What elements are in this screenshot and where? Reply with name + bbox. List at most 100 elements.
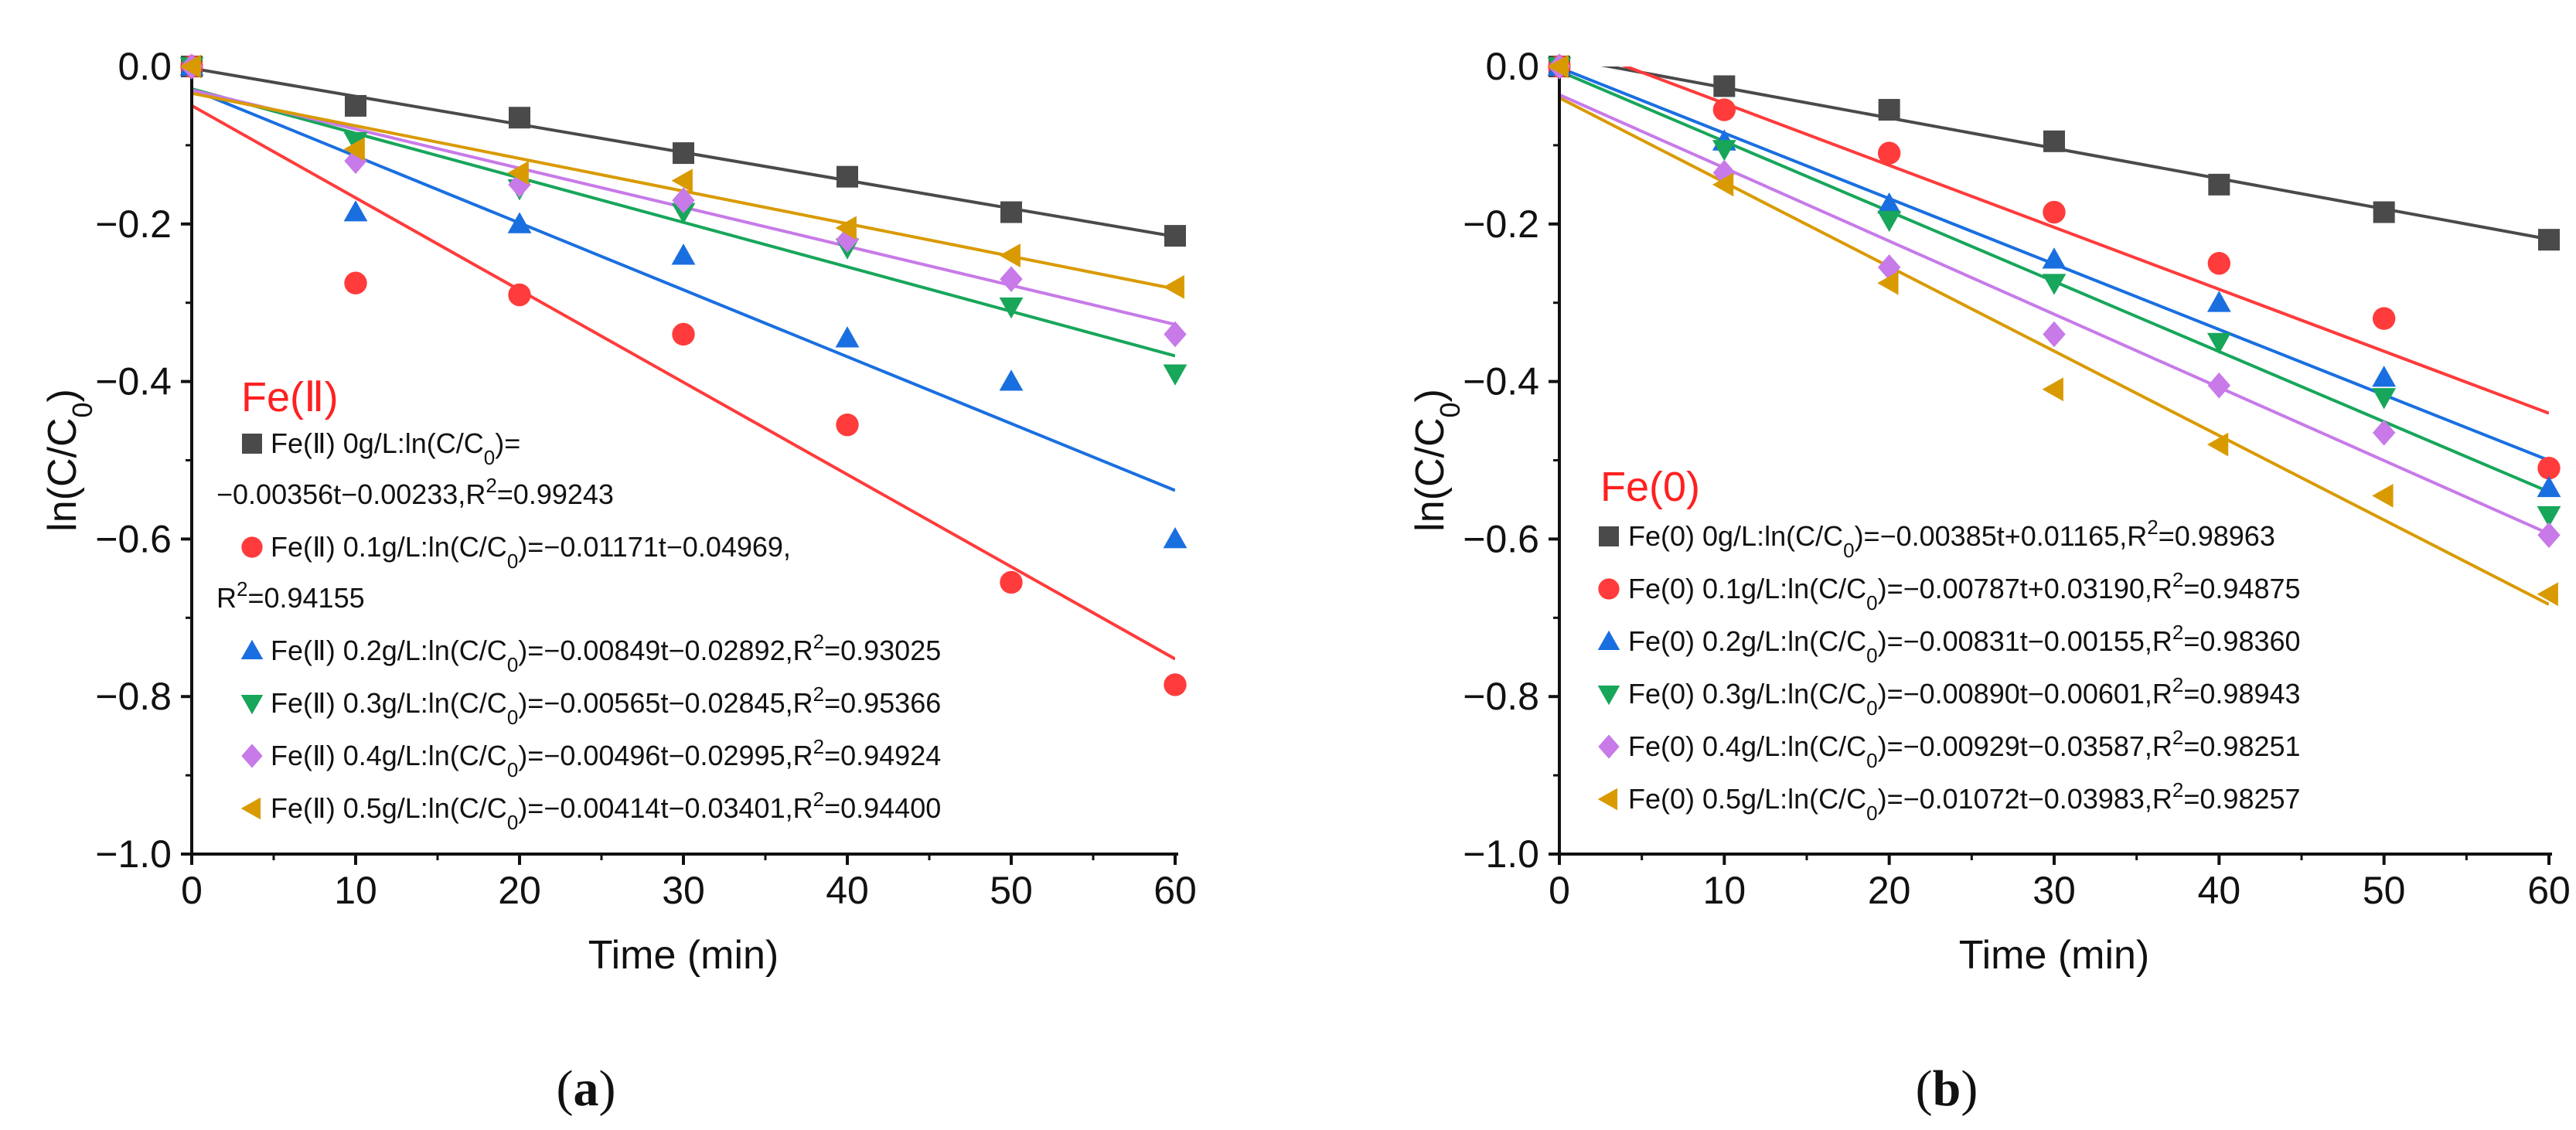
data-point	[1163, 274, 1184, 299]
y-axis-title: ln(C/C0)	[1408, 389, 1466, 532]
legend-entry-text: Fe(Ⅱ) 0.3g/L:ln(C/C0)=−0.00565t−0.02845,…	[271, 682, 941, 729]
data-point	[671, 203, 696, 224]
x-tick-label: 50	[2363, 869, 2406, 912]
series-markers-4	[180, 53, 1187, 348]
legend-entry-text: Fe(0) 0.1g/L:ln(C/C0)=−0.00787t+0.03190,…	[1628, 568, 2301, 614]
x-tick-label: 0	[1549, 869, 1570, 912]
y-tick-label: −1.0	[1463, 832, 1539, 876]
x-tick-label: 10	[334, 869, 377, 912]
data-point	[1547, 54, 1569, 79]
data-point	[1877, 271, 1899, 295]
legend-entry-text: Fe(0) 0.2g/L:ln(C/C0)=−0.00831t−0.00155,…	[1628, 621, 2301, 667]
legend-entry-text: Fe(0) 0.4g/L:ln(C/C0)=−0.00929t−0.03587,…	[1628, 726, 2301, 772]
data-point	[1877, 141, 1901, 165]
y-tick-label: 0.0	[1485, 45, 1539, 88]
x-tick-label: 20	[1868, 869, 1911, 912]
data-point	[507, 212, 532, 233]
data-point	[835, 326, 860, 348]
data-point	[343, 200, 368, 222]
legend-entry-text: Fe(Ⅱ) 0.5g/L:ln(C/C0)=−0.00414t−0.03401,…	[271, 788, 941, 834]
data-point	[2538, 229, 2560, 251]
fit-line-1	[1621, 66, 2549, 415]
data-point	[2043, 321, 2066, 348]
series-markers-5	[179, 54, 1184, 299]
data-point	[345, 94, 366, 117]
legend-symbol	[1599, 526, 1619, 546]
legend-symbol	[240, 797, 261, 820]
legend-entry-text: Fe(0) 0.5g/L:ln(C/C0)=−0.01072t−0.03983,…	[1628, 778, 2301, 825]
y-tick-label: −0.4	[1463, 360, 1539, 403]
x-axis-title: Time (min)	[1959, 933, 2150, 978]
x-tick-label: 40	[826, 869, 869, 912]
data-point	[999, 369, 1024, 391]
panel-caption-a: (a)	[557, 1060, 616, 1117]
y-tick-label: −0.2	[1463, 203, 1539, 246]
data-point	[509, 107, 530, 129]
x-tick-label: 40	[2198, 869, 2241, 912]
data-point	[2537, 456, 2561, 480]
legend-entry-text: Fe(Ⅱ) 0.4g/L:ln(C/C0)=−0.00496t−0.02995,…	[271, 735, 941, 781]
data-point	[2206, 291, 2231, 312]
x-tick-label: 10	[1703, 869, 1746, 912]
data-point	[1878, 99, 1900, 121]
legend-entry-text: Fe(0) 0.3g/L:ln(C/C0)=−0.00890t−0.00601,…	[1628, 673, 2301, 720]
x-tick-label: 0	[181, 869, 203, 912]
legend-symbol	[1598, 578, 1620, 600]
data-point	[672, 187, 695, 214]
data-point	[2206, 432, 2229, 457]
data-point	[1000, 266, 1023, 292]
x-tick-label: 20	[498, 869, 541, 912]
data-point	[2537, 582, 2558, 607]
legend-symbol	[1597, 685, 1620, 706]
data-point	[1164, 673, 1187, 696]
data-point	[2373, 201, 2395, 223]
data-point	[507, 161, 529, 185]
data-point	[672, 322, 695, 346]
chart-panel-b: 0 10 20 30 40 50 60 0.0 −0.2 −0.4 −0.6 −0.8 −1.0 Time…	[1408, 45, 2571, 978]
y-tick-label: −0.6	[1463, 517, 1539, 560]
data-point	[179, 54, 201, 79]
data-point	[344, 271, 367, 294]
data-point	[1164, 225, 1186, 247]
legend-symbol	[240, 694, 264, 715]
series-markers-5	[1547, 54, 2558, 607]
legend-entry-text: Fe(Ⅱ) 0.1g/L:ln(C/C0)=−0.01171t−0.04969,	[271, 531, 791, 573]
y-tick-label: −1.0	[95, 832, 172, 876]
data-point	[1712, 98, 1736, 121]
legend-entry-text: Fe(Ⅱ) 0g/L:ln(C/C0)=	[271, 427, 520, 469]
data-point	[671, 243, 696, 265]
data-point	[2042, 274, 2067, 295]
data-point	[2206, 332, 2231, 355]
data-point	[2043, 200, 2066, 224]
data-point	[671, 168, 693, 193]
legend-group-title: Fe(0)	[1600, 464, 1700, 510]
x-tick-label: 30	[2033, 869, 2076, 912]
x-axis-title: Time (min)	[588, 933, 779, 978]
data-point	[1163, 527, 1187, 549]
data-point	[2372, 483, 2394, 508]
legend-symbol	[240, 639, 264, 660]
legend-entry-text: −0.00356t−0.00233,R2=0.99243	[216, 474, 614, 510]
y-tick-label: −0.8	[95, 675, 172, 718]
legend-entry-text: Fe(Ⅱ) 0.2g/L:ln(C/C0)=−0.00849t−0.02892,…	[271, 630, 941, 676]
fit-line-1	[192, 104, 1175, 661]
data-point	[343, 137, 365, 162]
legend-group-title: Fe(Ⅱ)	[241, 374, 339, 420]
y-tick-label: −0.4	[95, 360, 172, 403]
data-point	[1712, 172, 1734, 197]
data-point	[2372, 307, 2396, 330]
data-point	[837, 165, 858, 188]
series-markers-2	[179, 54, 1187, 549]
data-point	[999, 243, 1021, 267]
data-point	[835, 216, 857, 240]
data-point	[2537, 505, 2561, 528]
data-point	[1713, 75, 1736, 97]
data-point	[836, 413, 859, 437]
legend-symbol	[1597, 630, 1620, 651]
x-tick-label: 50	[990, 869, 1033, 912]
y-tick-label: −0.6	[95, 517, 172, 560]
data-point	[2042, 377, 2063, 402]
legend-symbol	[1597, 788, 1618, 811]
data-point	[2372, 366, 2397, 387]
series-markers-1	[180, 55, 1187, 696]
